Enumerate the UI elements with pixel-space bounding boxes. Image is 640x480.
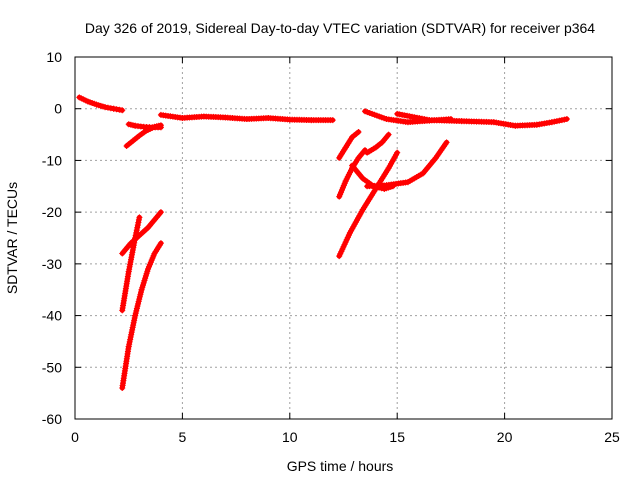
series-arc-1 [76, 94, 126, 114]
data-point-marker [135, 216, 142, 223]
data-point-marker [102, 104, 109, 111]
y-tick-label: -60 [42, 411, 62, 427]
data-point-marker [107, 105, 114, 112]
series-band [336, 129, 362, 161]
data-point-marker [110, 105, 117, 112]
data-point-marker [116, 106, 123, 113]
data-point-marker [134, 224, 141, 231]
y-tick-label: 10 [46, 49, 62, 65]
y-axis-label: SDTVAR / TECUs [4, 182, 20, 294]
series-arc-6 [119, 209, 164, 257]
data-point-marker [157, 240, 164, 247]
data-point-marker [133, 227, 140, 234]
series-arc-15 [394, 110, 570, 129]
data-point-marker [443, 139, 450, 146]
data-point-marker [113, 106, 120, 113]
y-tick-label: -30 [42, 256, 62, 272]
data-point-marker [136, 214, 143, 221]
chart-title: Day 326 of 2019, Sidereal Day-to-day VTE… [85, 20, 595, 36]
y-tick-label: -50 [42, 359, 62, 375]
data-point-marker [558, 117, 565, 124]
series-arc-3 [125, 121, 164, 131]
series-arc-11 [336, 149, 401, 260]
data-point-marker [104, 104, 111, 111]
data-point-marker [563, 116, 570, 123]
series-arc-4 [157, 111, 336, 124]
series-arc-8 [336, 128, 362, 161]
data-point-marker [551, 118, 558, 125]
x-tick-label: 5 [179, 429, 187, 445]
x-tick-label: 20 [497, 429, 513, 445]
y-tick-label: -10 [42, 152, 62, 168]
x-tick-label: 15 [389, 429, 405, 445]
data-points [76, 94, 570, 391]
data-point-marker [556, 117, 563, 124]
data-point-marker [135, 219, 142, 226]
data-point-marker [157, 124, 164, 131]
data-point-marker [561, 116, 568, 123]
y-tick-label: -40 [42, 308, 62, 324]
series-arc-12 [364, 131, 392, 156]
plot-frame [74, 56, 613, 420]
y-tick-label: -20 [42, 204, 62, 220]
data-point-marker [394, 149, 401, 156]
y-tick-label: 0 [54, 101, 62, 117]
data-point-marker [133, 229, 140, 236]
data-point-marker [329, 117, 336, 124]
series-arc-7 [119, 240, 164, 391]
data-point-marker [157, 209, 164, 216]
x-tick-label: 25 [604, 429, 620, 445]
data-point-marker [385, 131, 392, 138]
series-arc-13 [364, 139, 450, 190]
x-axis-label: GPS time / hours [287, 458, 394, 474]
data-point-marker [119, 107, 126, 114]
x-tick-label: 10 [282, 429, 298, 445]
data-point-marker [355, 128, 362, 135]
data-point-marker [553, 118, 560, 125]
x-tick-label: 0 [71, 429, 79, 445]
data-point-marker [548, 119, 555, 126]
data-point-marker [134, 222, 141, 229]
axis-ticks: 0 5 10 15 20 25 10 0 -10 -20 -30 -40 -50 -60 [42, 49, 620, 445]
